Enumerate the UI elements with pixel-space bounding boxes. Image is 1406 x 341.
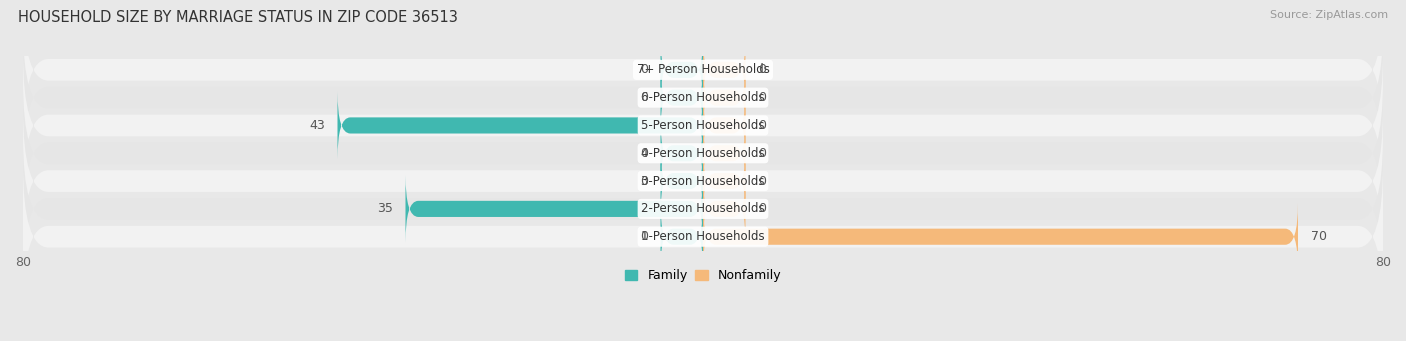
Text: 0: 0 — [758, 175, 766, 188]
Text: 70: 70 — [1310, 230, 1327, 243]
FancyBboxPatch shape — [703, 175, 745, 242]
Text: 0: 0 — [758, 203, 766, 216]
Text: 4-Person Households: 4-Person Households — [641, 147, 765, 160]
Text: 7+ Person Households: 7+ Person Households — [637, 63, 769, 76]
FancyBboxPatch shape — [22, 81, 1384, 226]
Text: 2-Person Households: 2-Person Households — [641, 203, 765, 216]
FancyBboxPatch shape — [22, 108, 1384, 254]
Text: 0: 0 — [758, 147, 766, 160]
FancyBboxPatch shape — [337, 92, 703, 159]
Text: Source: ZipAtlas.com: Source: ZipAtlas.com — [1270, 10, 1388, 20]
Text: 43: 43 — [309, 119, 325, 132]
Text: 5-Person Households: 5-Person Households — [641, 119, 765, 132]
Text: 0: 0 — [640, 230, 648, 243]
Text: 0: 0 — [640, 91, 648, 104]
FancyBboxPatch shape — [22, 136, 1384, 281]
Text: 3-Person Households: 3-Person Households — [641, 175, 765, 188]
FancyBboxPatch shape — [703, 147, 745, 215]
Text: 0: 0 — [640, 175, 648, 188]
Text: 0: 0 — [640, 147, 648, 160]
FancyBboxPatch shape — [661, 64, 703, 131]
FancyBboxPatch shape — [405, 175, 703, 242]
FancyBboxPatch shape — [661, 120, 703, 187]
Text: HOUSEHOLD SIZE BY MARRIAGE STATUS IN ZIP CODE 36513: HOUSEHOLD SIZE BY MARRIAGE STATUS IN ZIP… — [18, 10, 458, 25]
Text: 0: 0 — [758, 63, 766, 76]
Text: 0: 0 — [758, 91, 766, 104]
Text: 6-Person Households: 6-Person Households — [641, 91, 765, 104]
FancyBboxPatch shape — [703, 92, 745, 159]
FancyBboxPatch shape — [22, 0, 1384, 143]
FancyBboxPatch shape — [703, 120, 745, 187]
FancyBboxPatch shape — [22, 53, 1384, 198]
Text: 35: 35 — [377, 203, 392, 216]
FancyBboxPatch shape — [22, 164, 1384, 309]
Text: 0: 0 — [640, 63, 648, 76]
FancyBboxPatch shape — [661, 147, 703, 215]
FancyBboxPatch shape — [661, 36, 703, 103]
FancyBboxPatch shape — [661, 203, 703, 270]
FancyBboxPatch shape — [22, 25, 1384, 170]
FancyBboxPatch shape — [703, 203, 1298, 270]
Legend: Family, Nonfamily: Family, Nonfamily — [620, 264, 786, 287]
FancyBboxPatch shape — [703, 36, 745, 103]
Text: 1-Person Households: 1-Person Households — [641, 230, 765, 243]
FancyBboxPatch shape — [703, 64, 745, 131]
Text: 0: 0 — [758, 119, 766, 132]
